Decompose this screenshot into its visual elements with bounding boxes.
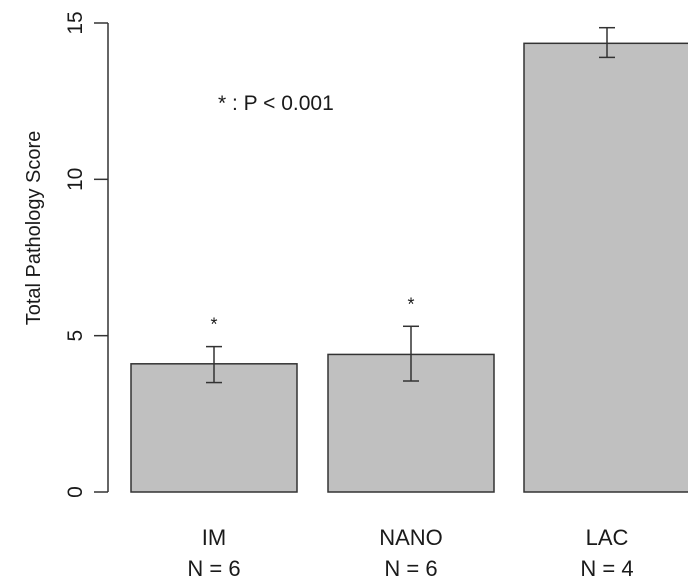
category-sample-size: N = 4 — [580, 556, 633, 581]
category-label: IM — [202, 525, 226, 550]
error-bar-nano — [403, 325, 419, 382]
bar-im — [130, 363, 298, 493]
category-label: LAC — [586, 525, 629, 550]
y-tick-label: 5 — [64, 330, 87, 342]
y-tick-label: 0 — [64, 486, 87, 498]
category-label: NANO — [379, 525, 443, 550]
significance-marker: * — [407, 294, 414, 314]
category-sample-size: N = 6 — [187, 556, 240, 581]
error-bar-lac — [599, 26, 615, 59]
significance-marker: * — [210, 315, 217, 335]
y-tick-label: 15 — [64, 11, 87, 34]
y-axis: 0 5 10 15 — [64, 11, 109, 498]
bar-lac — [523, 42, 688, 493]
y-tick-label: 10 — [64, 168, 87, 191]
category-sample-size: N = 6 — [384, 556, 437, 581]
significance-annotation: * : P < 0.001 — [218, 92, 334, 115]
error-bar-im — [206, 345, 222, 384]
category-labels: IM N = 6 NANO N = 6 LAC N = 4 — [187, 525, 633, 581]
bars: ** — [130, 26, 688, 493]
y-axis-title: Total Pathology Score — [23, 131, 45, 326]
